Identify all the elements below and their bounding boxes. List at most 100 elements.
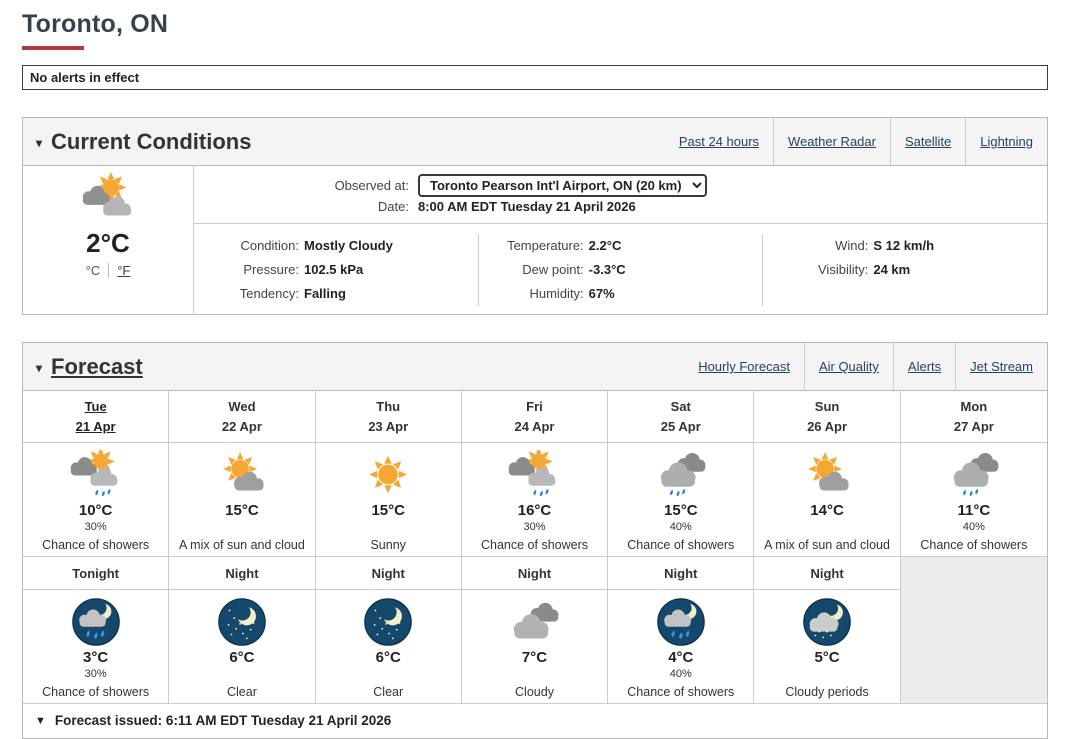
forecast-night-cell-fri: 7°C Cloudy [461, 590, 609, 704]
link-air-quality[interactable]: Air Quality [803, 343, 893, 390]
night-temp: 3°C [83, 649, 109, 666]
forecast-night-cell-wed: 6°C Clear [169, 590, 316, 704]
link-lightning[interactable]: Lightning [965, 118, 1047, 165]
condition-label: Condition: [240, 238, 299, 253]
collapse-triangle-icon: ▾ [36, 360, 43, 375]
mostly-cloudy-day-icon [23, 172, 193, 226]
details-column-3: Wind: S 12 km/h Visibility: 24 km [762, 234, 1047, 306]
day-condition: Chance of showers [920, 538, 1028, 552]
celsius-unit-label: °C [85, 263, 110, 278]
forecast-title: Forecast [51, 353, 143, 379]
day-header-wed: Wed 22 Apr [169, 391, 316, 443]
night-condition: Clear [226, 685, 257, 699]
day-temp: 16°C [517, 502, 552, 519]
humidity-value: 67% [588, 286, 615, 301]
night-label: Night [754, 557, 901, 590]
date-link: 21 Apr [75, 418, 116, 434]
current-conditions-details: Condition: Mostly Cloudy Pressure: 102.5 k… [194, 224, 1047, 314]
night-label: Night [169, 557, 316, 590]
collapse-triangle-icon: ▼ [35, 714, 46, 727]
day-condition: Chance of showers [42, 538, 150, 552]
day-temp: 15°C [664, 502, 698, 519]
link-alerts[interactable]: Alerts [892, 343, 955, 390]
night-condition: Chance of showers [627, 685, 735, 699]
day-link: Tue [84, 398, 107, 414]
day-temp: 10°C [78, 502, 113, 519]
wind-value: S 12 km/h [873, 238, 935, 253]
observation-date: 8:00 AM EDT Tuesday 21 April 2026 [418, 199, 636, 214]
day-header-thu: Thu 23 Apr [315, 391, 462, 443]
day-condition: Sunny [370, 538, 406, 552]
forecast-section: ▾ Forecast Hourly Forecast Air Quality A… [22, 342, 1048, 739]
humidity-label: Humidity: [529, 286, 584, 301]
night-condition: Clear [373, 685, 404, 699]
day-temp: 15°C [225, 502, 259, 519]
temperature-value: 2.2°C [588, 238, 622, 253]
day-temp: 15°C [371, 502, 405, 519]
night-temp: 7°C [521, 649, 548, 666]
cloudy-icon [504, 596, 564, 648]
showers-cloudy-icon [944, 447, 1004, 501]
day-temp: 14°C [810, 502, 844, 519]
night-temp: 5°C [814, 649, 840, 666]
pressure-label: Pressure: [243, 262, 299, 277]
link-past-24-hours[interactable]: Past 24 hours [678, 134, 760, 149]
dew-point-label: Dew point: [522, 262, 584, 277]
temperature-label: Temperature: [507, 238, 584, 253]
night-showers-icon [656, 596, 706, 648]
clear-night-icon [363, 596, 413, 648]
forecast-night-cell-tonight: 3°C 30% Chance of showers [23, 590, 170, 704]
station-select[interactable]: Toronto Pearson Int'l Airport, ON (20 km… [418, 174, 707, 197]
forecast-day-cell-fri: 16°C 30% Chance of showers [461, 443, 609, 557]
visibility-label: Visibility: [818, 262, 869, 277]
day-pop: 40% [962, 521, 985, 533]
current-conditions-links: Past 24 hours Weather Radar Satellite Li… [665, 118, 1047, 165]
night-temp: 6°C [229, 649, 255, 666]
forecast-day-cell-sun: 14°C A mix of sun and cloud [754, 443, 901, 557]
night-label-empty [900, 557, 1047, 590]
condition-value: Mostly Cloudy [304, 238, 393, 253]
night-pop: 30% [84, 668, 107, 680]
day-header-tue[interactable]: Tue 21 Apr [23, 391, 170, 443]
forecast-toggle[interactable]: ▾ Forecast [36, 343, 143, 390]
night-condition: Chance of showers [42, 685, 150, 699]
current-conditions-title: Current Conditions [51, 128, 252, 154]
current-conditions-header: ▾ Current Conditions Past 24 hours Weath… [23, 118, 1047, 166]
current-conditions-body: 2°C °C °F Observed at: Toronto Pearson In… [23, 166, 1047, 314]
forecast-issued-toggle[interactable]: ▼ Forecast issued: 6:11 AM EDT Tuesday 2… [23, 704, 1047, 738]
dew-point-value: -3.3°C [588, 262, 626, 277]
page-title: Toronto, ON [22, 10, 169, 38]
day-temp: 11°C [957, 502, 991, 519]
link-jet-stream[interactable]: Jet Stream [955, 343, 1047, 390]
forecast-issued-text: Forecast issued: 6:11 AM EDT Tuesday 21 … [54, 713, 392, 728]
fahrenheit-unit-link[interactable]: °F [117, 263, 131, 278]
sunny-icon [358, 447, 418, 501]
day-header-fri: Fri 24 Apr [461, 391, 609, 443]
mix-sun-cloud-icon [797, 447, 857, 501]
current-temp-cell: 2°C °C °F [23, 166, 194, 314]
link-hourly-forecast[interactable]: Hourly Forecast [698, 359, 790, 374]
unit-toggle: °C °F [23, 263, 193, 278]
day-pop: 30% [523, 521, 546, 533]
night-showers-icon [71, 596, 121, 648]
forecast-day-cell-tue: 10°C 30% Chance of showers [23, 443, 170, 557]
current-conditions-toggle[interactable]: ▾ Current Conditions [36, 118, 251, 165]
day-pop: 30% [84, 521, 107, 533]
forecast-night-cell-sun: 5°C Cloudy periods [754, 590, 901, 704]
link-satellite[interactable]: Satellite [889, 118, 965, 165]
link-weather-radar[interactable]: Weather Radar [773, 118, 890, 165]
night-label: Night [461, 557, 609, 590]
tendency-value: Falling [304, 286, 346, 301]
mix-sun-cloud-icon [212, 447, 272, 501]
collapse-triangle-icon: ▾ [36, 135, 43, 150]
observed-block: Observed at: Toronto Pearson Int'l Airpo… [194, 166, 1047, 224]
day-header-sat: Sat 25 Apr [608, 391, 755, 443]
forecast-header: ▾ Forecast Hourly Forecast Air Quality A… [23, 343, 1047, 391]
date-label: Date: [377, 199, 409, 214]
night-cloudy-periods-icon [802, 596, 852, 648]
showers-cloudy-icon [651, 447, 711, 501]
day-condition: Chance of showers [627, 538, 735, 552]
day-condition: A mix of sun and cloud [179, 538, 305, 552]
title-accent-bar [22, 46, 84, 50]
